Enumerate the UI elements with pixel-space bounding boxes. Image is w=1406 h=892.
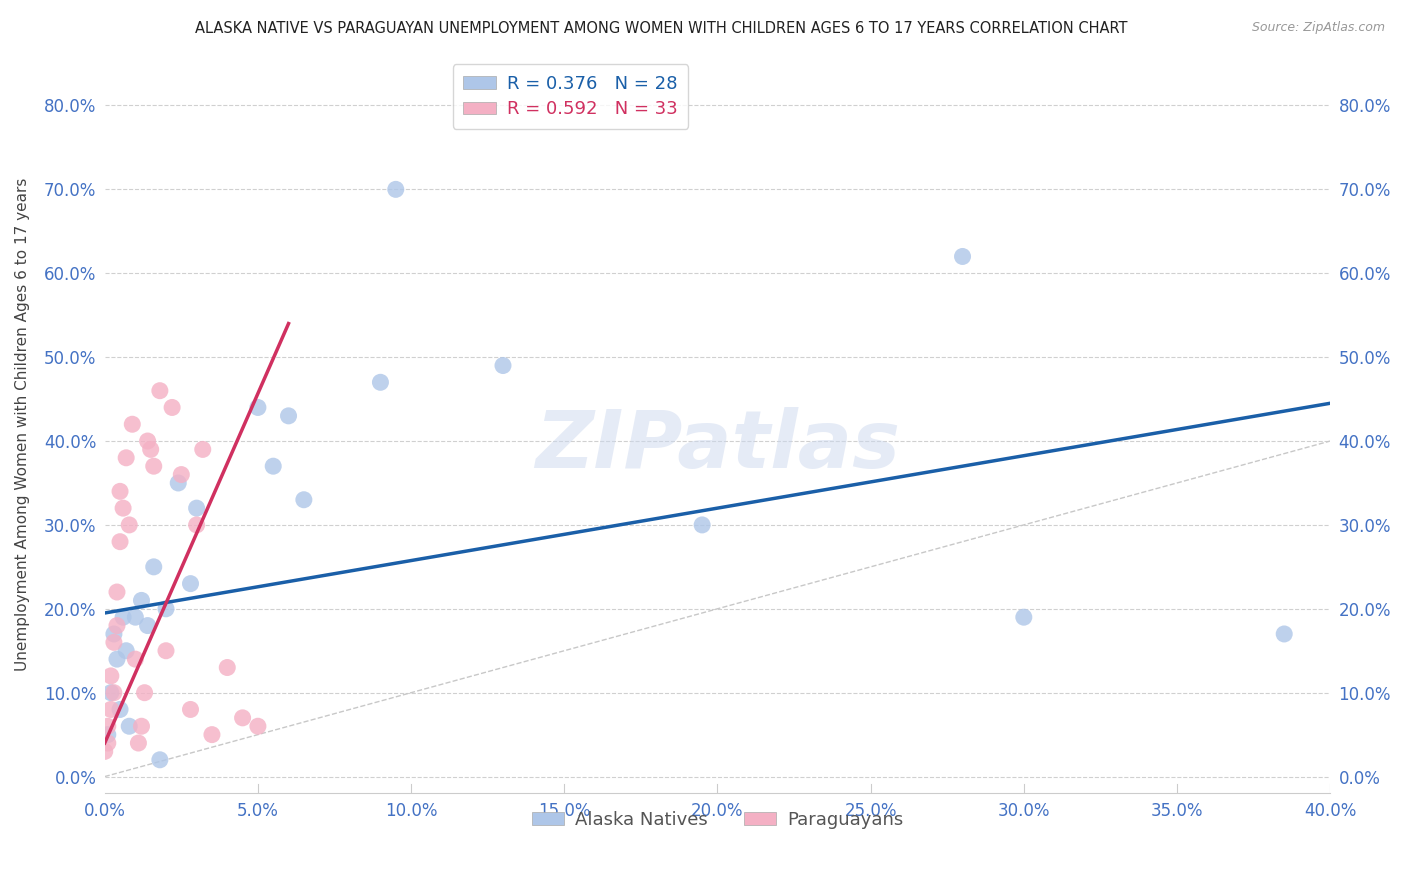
Point: [492, 359, 515, 373]
Point: [103, 686, 125, 700]
Point: [105, 652, 128, 666]
Point: [262, 459, 284, 474]
Point: [201, 728, 224, 742]
Point: [370, 376, 392, 390]
Point: [246, 401, 269, 415]
Point: [118, 719, 141, 733]
Text: Source: ZipAtlas.com: Source: ZipAtlas.com: [1251, 21, 1385, 34]
Point: [384, 182, 406, 196]
Point: [232, 711, 254, 725]
Point: [108, 702, 131, 716]
Point: [97, 728, 120, 742]
Point: [179, 576, 201, 591]
Point: [112, 501, 135, 516]
Point: [155, 644, 177, 658]
Point: [1272, 627, 1295, 641]
Point: [115, 450, 138, 465]
Point: [124, 652, 146, 666]
Point: [121, 417, 143, 432]
Point: [131, 719, 153, 733]
Point: [142, 459, 165, 474]
Point: [127, 736, 149, 750]
Point: [217, 660, 239, 674]
Point: [97, 736, 120, 750]
Point: [93, 744, 115, 758]
Point: [115, 644, 138, 658]
Point: [108, 534, 131, 549]
Point: [149, 753, 172, 767]
Point: [100, 669, 122, 683]
Point: [1012, 610, 1035, 624]
Point: [186, 517, 208, 532]
Legend: Alaska Natives, Paraguayans: Alaska Natives, Paraguayans: [524, 804, 911, 836]
Point: [134, 686, 156, 700]
Point: [179, 702, 201, 716]
Point: [155, 602, 177, 616]
Point: [690, 517, 713, 532]
Point: [100, 702, 122, 716]
Point: [186, 501, 208, 516]
Point: [191, 442, 214, 457]
Point: [100, 686, 122, 700]
Point: [149, 384, 172, 398]
Point: [97, 719, 120, 733]
Point: [170, 467, 193, 482]
Point: [124, 610, 146, 624]
Point: [952, 250, 974, 264]
Text: ALASKA NATIVE VS PARAGUAYAN UNEMPLOYMENT AMONG WOMEN WITH CHILDREN AGES 6 TO 17 : ALASKA NATIVE VS PARAGUAYAN UNEMPLOYMENT…: [194, 21, 1128, 36]
Point: [112, 610, 135, 624]
Point: [108, 484, 131, 499]
Point: [246, 719, 269, 733]
Point: [118, 517, 141, 532]
Point: [103, 635, 125, 649]
Point: [105, 585, 128, 599]
Point: [131, 593, 153, 607]
Y-axis label: Unemployment Among Women with Children Ages 6 to 17 years: Unemployment Among Women with Children A…: [15, 178, 30, 671]
Point: [103, 627, 125, 641]
Point: [292, 492, 315, 507]
Point: [167, 475, 190, 490]
Point: [277, 409, 299, 423]
Point: [139, 442, 162, 457]
Point: [136, 434, 159, 448]
Point: [105, 618, 128, 632]
Point: [142, 559, 165, 574]
Point: [136, 618, 159, 632]
Point: [160, 401, 183, 415]
Text: ZIPatlas: ZIPatlas: [534, 408, 900, 485]
